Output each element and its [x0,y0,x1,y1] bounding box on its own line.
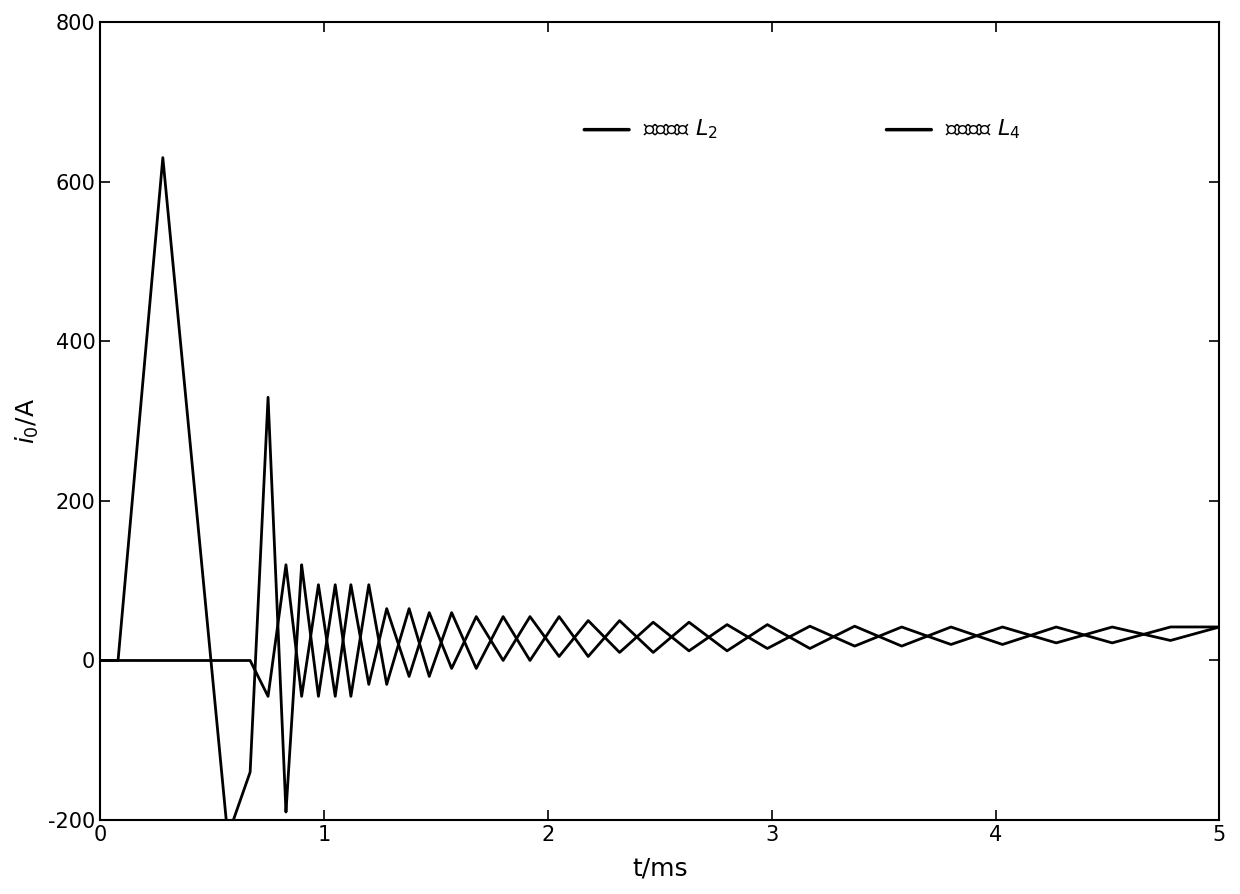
X-axis label: t/ms: t/ms [632,856,688,880]
Text: 健全馈线 $L_4$: 健全馈线 $L_4$ [945,118,1021,141]
Text: 故障馈线 $L_2$: 故障馈线 $L_2$ [644,118,718,141]
Y-axis label: $i_0$/A: $i_0$/A [14,398,41,444]
